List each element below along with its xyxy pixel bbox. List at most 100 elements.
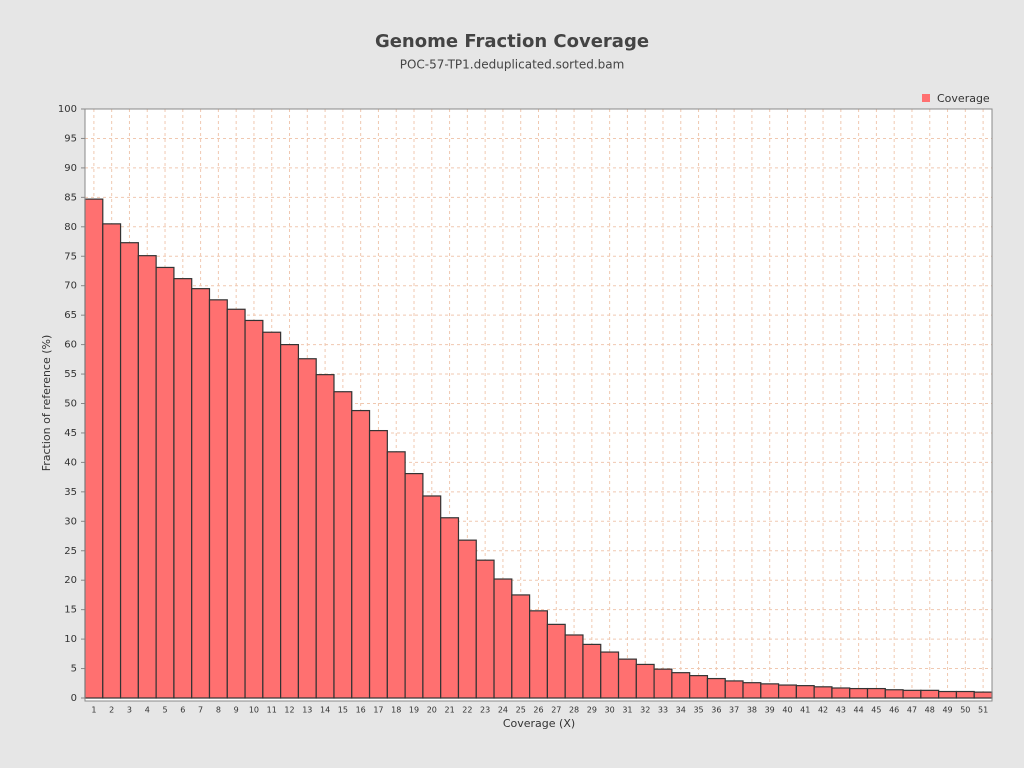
y-tick-label: 60 xyxy=(64,340,77,351)
y-tick-label: 65 xyxy=(64,310,77,321)
x-tick-label: 8 xyxy=(216,706,221,715)
x-tick-label: 29 xyxy=(587,706,597,715)
bar xyxy=(226,308,246,699)
bar xyxy=(813,686,833,699)
y-tick-label: 20 xyxy=(64,575,77,586)
x-tick-label: 40 xyxy=(782,706,792,715)
bar xyxy=(84,198,104,699)
bar xyxy=(440,517,460,699)
x-tick-label: 22 xyxy=(462,706,472,715)
x-tick-label: 49 xyxy=(942,706,952,715)
y-tick-label: 30 xyxy=(64,516,77,527)
y-tick-label: 80 xyxy=(64,222,77,233)
bar xyxy=(297,358,317,699)
y-tick-label: 100 xyxy=(58,104,77,115)
legend-label: Coverage xyxy=(937,92,990,105)
bar xyxy=(119,242,139,699)
x-tick-label: 41 xyxy=(800,706,810,715)
x-tick-label: 25 xyxy=(516,706,526,715)
chart-title: Genome Fraction Coverage xyxy=(375,31,649,52)
bar xyxy=(564,634,584,699)
bar xyxy=(368,429,388,699)
bar xyxy=(777,684,797,699)
y-tick-label: 50 xyxy=(64,399,77,410)
y-tick-label: 85 xyxy=(64,192,77,203)
x-tick-label: 28 xyxy=(569,706,579,715)
bar xyxy=(493,578,513,699)
y-tick-label: 5 xyxy=(71,664,77,675)
x-tick-label: 27 xyxy=(551,706,561,715)
bar xyxy=(724,680,744,699)
bar xyxy=(280,344,300,699)
y-tick-label: 10 xyxy=(64,634,77,645)
y-tick-label: 70 xyxy=(64,281,77,292)
bar xyxy=(155,266,175,699)
x-tick-label: 48 xyxy=(925,706,935,715)
bar xyxy=(742,682,762,699)
bar xyxy=(920,689,940,699)
x-tick-label: 44 xyxy=(854,706,864,715)
bar xyxy=(208,299,228,699)
x-tick-label: 31 xyxy=(622,706,632,715)
x-tick-label: 34 xyxy=(676,706,686,715)
x-tick-label: 12 xyxy=(284,706,294,715)
x-tick-label: 45 xyxy=(871,706,881,715)
x-tick-label: 38 xyxy=(747,706,757,715)
y-tick-label: 0 xyxy=(71,693,77,704)
x-tick-label: 5 xyxy=(162,706,167,715)
bar xyxy=(475,559,495,699)
x-tick-label: 19 xyxy=(409,706,419,715)
x-tick-label: 39 xyxy=(765,706,775,715)
bar xyxy=(137,255,157,699)
bar xyxy=(653,668,673,699)
bar xyxy=(902,689,922,699)
bar xyxy=(600,651,620,699)
bar xyxy=(173,278,193,699)
y-tick-label: 40 xyxy=(64,457,77,468)
bar xyxy=(706,677,726,699)
x-tick-label: 42 xyxy=(818,706,828,715)
legend-swatch xyxy=(922,94,930,102)
x-tick-label: 1 xyxy=(91,706,96,715)
y-tick-label: 95 xyxy=(64,133,77,144)
bar xyxy=(191,288,211,699)
x-tick-label: 7 xyxy=(198,706,203,715)
bar xyxy=(795,685,815,699)
x-tick-label: 32 xyxy=(640,706,650,715)
x-tick-label: 46 xyxy=(889,706,899,715)
y-tick-label: 15 xyxy=(64,605,77,616)
x-tick-label: 43 xyxy=(836,706,846,715)
bar xyxy=(884,689,904,699)
y-axis-label: Fraction of reference (%) xyxy=(40,335,53,472)
y-tick-label: 35 xyxy=(64,487,77,498)
bar xyxy=(760,683,780,699)
y-tick-label: 45 xyxy=(64,428,77,439)
bar xyxy=(333,391,353,699)
bar xyxy=(973,691,993,699)
x-tick-label: 13 xyxy=(302,706,312,715)
x-tick-label: 47 xyxy=(907,706,917,715)
bar xyxy=(262,331,282,699)
bar xyxy=(529,610,548,699)
x-tick-label: 37 xyxy=(729,706,739,715)
bar xyxy=(351,409,371,699)
y-tick-label: 90 xyxy=(64,163,77,174)
x-tick-label: 15 xyxy=(338,706,348,715)
bar xyxy=(617,658,637,699)
x-tick-label: 33 xyxy=(658,706,668,715)
bar xyxy=(831,687,851,699)
bar xyxy=(635,663,655,699)
x-tick-label: 30 xyxy=(605,706,615,715)
bar xyxy=(671,672,691,699)
x-tick-label: 21 xyxy=(444,706,454,715)
x-tick-label: 24 xyxy=(498,706,508,715)
bar xyxy=(511,594,531,699)
x-tick-label: 50 xyxy=(960,706,970,715)
bar xyxy=(546,623,566,699)
x-tick-label: 17 xyxy=(373,706,383,715)
bar xyxy=(244,319,264,699)
x-tick-label: 14 xyxy=(320,706,330,715)
x-axis-label: Coverage (X) xyxy=(503,717,575,730)
bar xyxy=(315,374,335,699)
